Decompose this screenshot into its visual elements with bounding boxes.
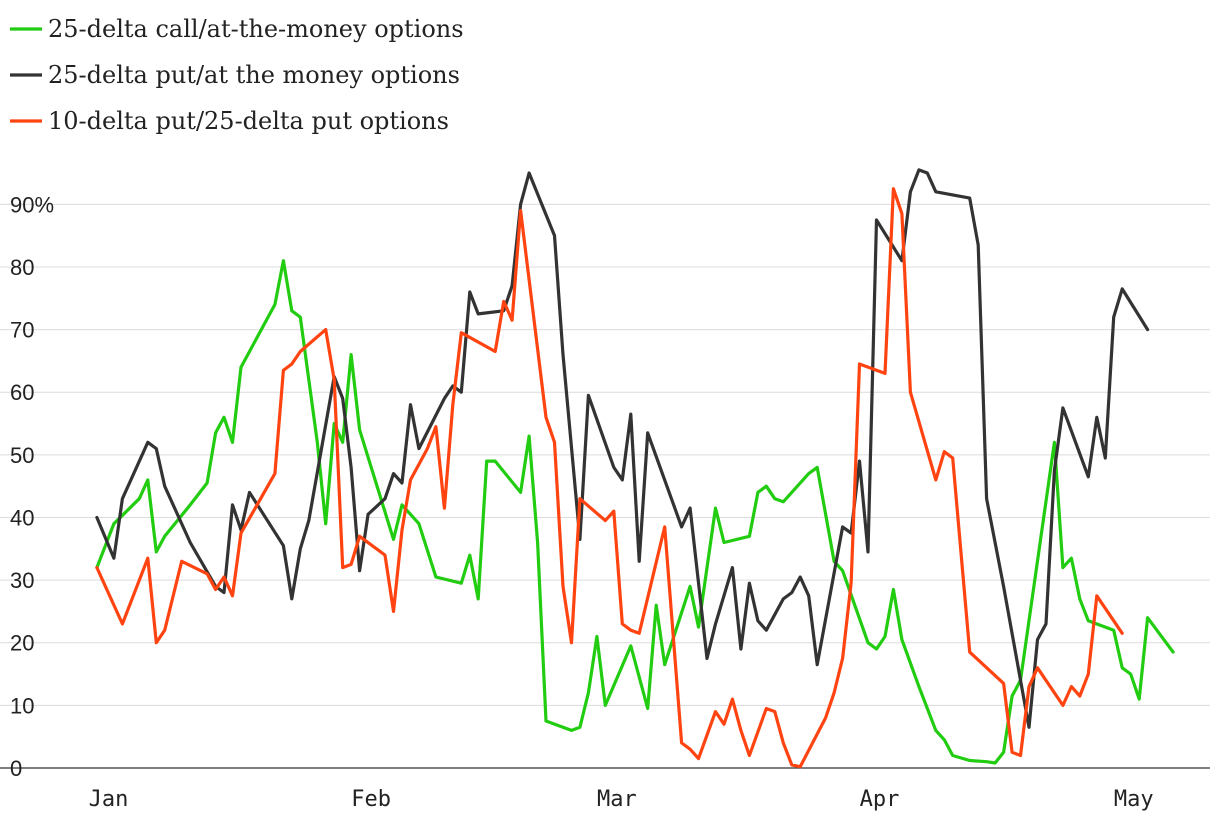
y-tick-label: 40: [10, 505, 34, 530]
legend-item: 25-delta put/at the money options: [10, 61, 460, 89]
y-axis: 0 10 20 30 40 50 60 70 80 90%: [10, 192, 54, 781]
series-line-1: [95, 259, 1175, 765]
gridlines: [0, 203, 1210, 769]
plot-area: [95, 168, 1175, 769]
y-tick-label: 60: [10, 380, 34, 405]
chart-legend: 25-delta call/at-the-money options 25-de…: [10, 15, 464, 135]
x-tick-label: Apr: [860, 787, 900, 812]
y-tick-label: 70: [10, 318, 34, 343]
legend-item: 25-delta call/at-the-money options: [10, 15, 464, 43]
y-tick-label: 90%: [10, 192, 54, 217]
x-tick-label: Mar: [597, 787, 637, 812]
x-tick-label: May: [1114, 787, 1154, 812]
legend-label: 25-delta call/at-the-money options: [48, 15, 464, 43]
legend-label: 10-delta put/25-delta put options: [48, 107, 449, 135]
series-line-2: [95, 168, 1150, 729]
legend-label: 25-delta put/at the money options: [48, 61, 460, 89]
y-tick-label: 20: [10, 631, 34, 656]
x-tick-label: Feb: [351, 787, 391, 812]
x-axis: Jan Feb Mar Apr May: [89, 787, 1154, 812]
y-tick-label: 80: [10, 255, 34, 280]
y-tick-label: 0: [10, 756, 22, 781]
series-line-3: [95, 187, 1124, 769]
y-tick-label: 50: [10, 443, 34, 468]
legend-item: 10-delta put/25-delta put options: [10, 107, 449, 135]
x-tick-label: Jan: [89, 787, 129, 812]
y-tick-label: 10: [10, 693, 34, 718]
y-tick-label: 30: [10, 568, 34, 593]
